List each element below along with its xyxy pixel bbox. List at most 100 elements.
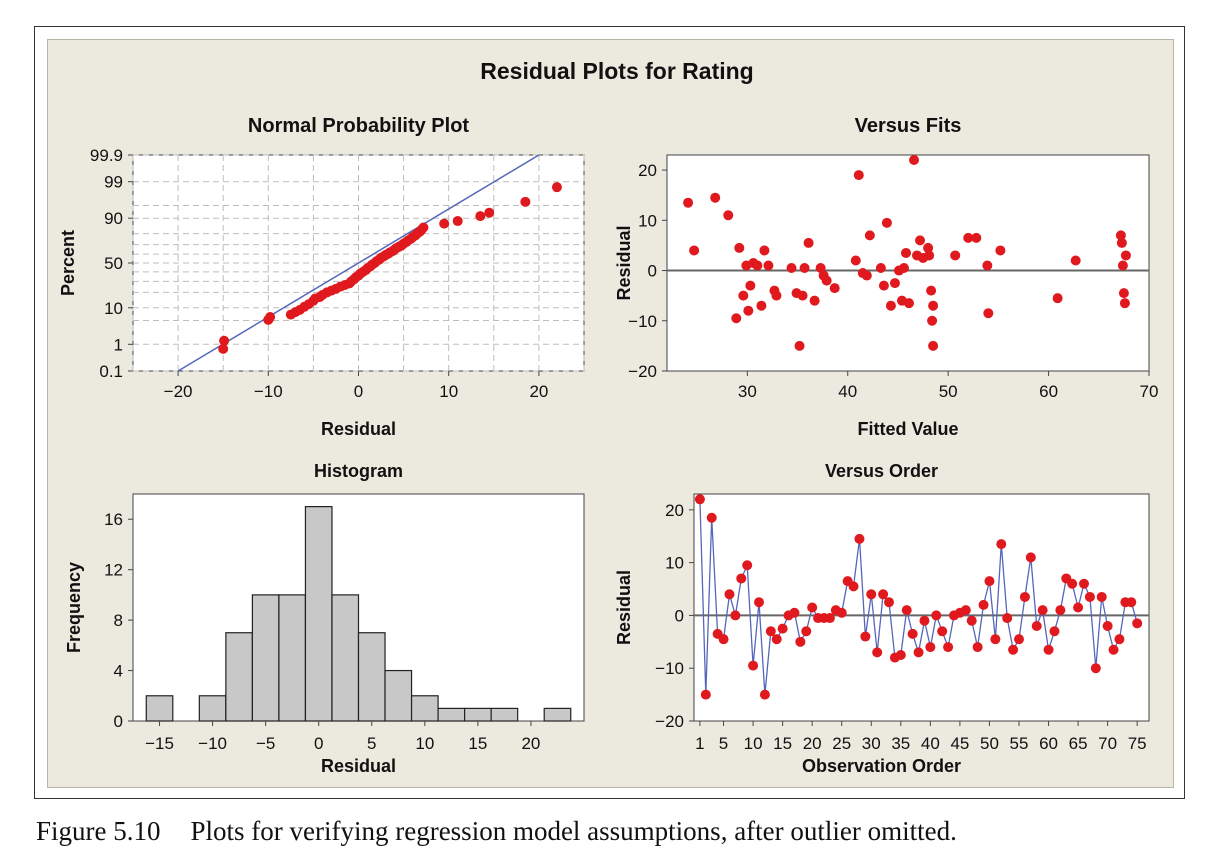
fits-point xyxy=(1119,298,1130,309)
fits-point xyxy=(864,230,875,241)
npp-point xyxy=(439,218,450,229)
fits-point xyxy=(995,245,1006,256)
npp-xtick-label: −20 xyxy=(164,382,193,401)
order-point xyxy=(1025,552,1036,563)
fits-point xyxy=(799,263,810,274)
order-point xyxy=(990,634,1001,645)
fits-point xyxy=(809,295,820,306)
fits-point xyxy=(759,245,770,256)
fits-point xyxy=(771,290,782,301)
order-point xyxy=(1002,613,1013,624)
order-point xyxy=(1102,620,1113,631)
npp-fit-line xyxy=(177,154,540,372)
order-point xyxy=(1132,618,1143,629)
fits-chart: 30 40 50 60 70 −20 −10 0 10 20 Versus Fits Fitted V… xyxy=(614,115,1158,439)
npp-ytick-label: 99 xyxy=(104,173,123,192)
fits-xtick-label: 60 xyxy=(1039,382,1058,401)
fits-point xyxy=(909,155,920,166)
order-point xyxy=(748,660,759,671)
order-point xyxy=(771,634,782,645)
order-point xyxy=(1090,663,1101,674)
fits-point xyxy=(815,263,826,274)
order-point xyxy=(1031,620,1042,631)
order-point xyxy=(765,626,776,637)
hist-bar xyxy=(464,707,492,722)
hist-xtick-label: −15 xyxy=(145,734,174,753)
order-xtick-label: 75 xyxy=(1128,734,1147,753)
order-chart: 1 5 10 15 20 25 30 35 40 45 50 55 60 65 70 75 −20 −10 0 10 2… xyxy=(614,461,1150,776)
hist-bar xyxy=(251,594,280,722)
order-point xyxy=(1096,591,1107,602)
order-point xyxy=(937,626,948,637)
fits-point xyxy=(745,280,756,291)
caption-number: Figure 5.10 xyxy=(36,816,161,846)
order-xtick-label: 1 xyxy=(695,734,704,753)
order-point xyxy=(925,642,936,653)
hist-bar xyxy=(437,707,466,722)
hist-xtick-label: 20 xyxy=(521,734,540,753)
hist-bar xyxy=(410,695,439,722)
order-point xyxy=(1019,591,1030,602)
fits-point xyxy=(786,263,797,274)
order-xtick-label: 35 xyxy=(891,734,910,753)
order-point xyxy=(700,689,711,700)
hist-chart: −15 −10 −5 0 5 10 15 20 0 4 8 12 16 Histogram Residual… xyxy=(64,461,585,776)
order-ylabel: Residual xyxy=(614,570,634,645)
npp-point xyxy=(418,222,429,233)
order-point xyxy=(1114,634,1125,645)
order-ytick-label: 0 xyxy=(675,606,684,625)
order-xtick-label: 60 xyxy=(1039,734,1058,753)
order-point xyxy=(943,642,954,653)
hist-xtick-label: −10 xyxy=(198,734,227,753)
npp-ytick-label: 90 xyxy=(104,209,123,228)
hist-ytick-label: 16 xyxy=(104,510,123,529)
order-point xyxy=(848,581,859,592)
fits-point xyxy=(878,280,889,291)
order-point xyxy=(706,512,717,523)
fits-point xyxy=(683,197,694,208)
order-point xyxy=(724,589,735,600)
hist-bar xyxy=(490,707,519,722)
fits-point xyxy=(1116,237,1127,248)
hist-ytick-label: 12 xyxy=(104,561,123,580)
figure-title: Residual Plots for Rating xyxy=(480,58,753,84)
fits-point xyxy=(743,305,754,316)
fits-xlabel: Fitted Value xyxy=(857,419,958,439)
npp-point xyxy=(484,207,495,218)
order-point xyxy=(931,610,942,621)
npp-xtick-label: 20 xyxy=(529,382,548,401)
fits-point xyxy=(738,290,749,301)
order-point xyxy=(777,623,788,634)
hist-xtick-label: 10 xyxy=(415,734,434,753)
hist-title: Histogram xyxy=(314,461,403,481)
npp-ytick-label: 50 xyxy=(104,254,123,273)
order-xtick-label: 50 xyxy=(980,734,999,753)
fits-point xyxy=(915,235,926,246)
order-xtick-label: 40 xyxy=(921,734,940,753)
hist-bar xyxy=(278,594,307,722)
order-point xyxy=(978,599,989,610)
caption-text: Plots for verifying regression model ass… xyxy=(190,816,957,846)
order-point xyxy=(718,634,729,645)
fits-point xyxy=(763,260,774,271)
order-point xyxy=(759,689,770,700)
npp-ylabel: Percent xyxy=(58,230,78,296)
fits-point xyxy=(752,260,763,271)
fits-point xyxy=(861,270,872,281)
order-point xyxy=(1014,634,1024,645)
fits-xtick-label: 70 xyxy=(1140,382,1159,401)
fits-ytick-label: −10 xyxy=(628,312,657,331)
npp-point xyxy=(265,312,276,323)
order-point xyxy=(895,650,906,661)
order-point xyxy=(1067,578,1078,589)
fits-point xyxy=(689,245,700,256)
order-point xyxy=(919,615,930,626)
order-point xyxy=(754,597,764,608)
order-point xyxy=(972,642,983,653)
order-ytick-label: 20 xyxy=(665,501,684,520)
npp-xtick-label: −10 xyxy=(254,382,283,401)
order-ytick-label: −20 xyxy=(655,712,684,731)
order-point xyxy=(907,628,918,639)
fits-point xyxy=(898,263,909,274)
